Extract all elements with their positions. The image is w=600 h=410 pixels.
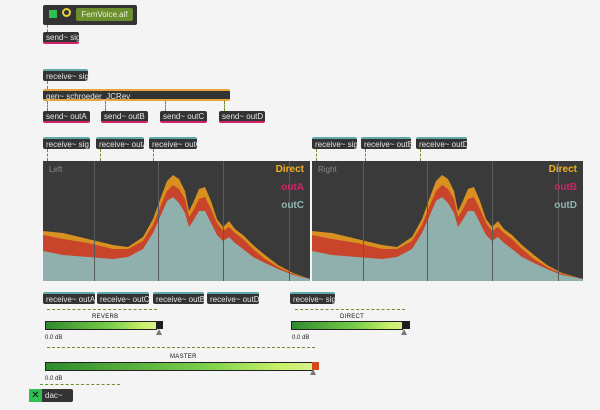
patch-cord xyxy=(47,309,157,310)
receive-outC-object[interactable]: receive~ outC xyxy=(149,137,202,149)
legend-outC: outC xyxy=(281,200,304,211)
scope-corner-label: Left xyxy=(49,165,63,174)
send-outD-object[interactable]: send~ outD xyxy=(219,111,265,123)
legend-outB: outB xyxy=(554,182,577,193)
patch-cord xyxy=(100,149,101,161)
dac-object[interactable]: ✕ dac~ xyxy=(29,389,73,402)
spectrum-outC-area xyxy=(43,197,310,281)
filename-display[interactable]: FemVoice.aif xyxy=(76,8,133,21)
patch-cord xyxy=(47,347,315,348)
direct-gain-slider[interactable] xyxy=(291,321,403,330)
receive-sig-object[interactable]: receive~ sig xyxy=(43,137,90,149)
master-slider-knob[interactable] xyxy=(312,362,319,370)
scope-corner-label: Right xyxy=(318,165,337,174)
legend-outA: outA xyxy=(281,182,304,193)
receive-outA-object[interactable]: receive~ outA xyxy=(43,292,95,304)
patch-cord xyxy=(316,149,317,161)
patch-cord xyxy=(365,149,366,161)
send-outC-object[interactable]: send~ outC xyxy=(160,111,207,123)
receive-outD-object[interactable]: receive~ outD xyxy=(207,292,260,304)
direct-label: DIRECT xyxy=(340,314,365,320)
receive-outB-object[interactable]: receive~ outB xyxy=(153,292,205,304)
reverb-gain-readout: 0.0 dB xyxy=(45,335,63,341)
master-gain-triangle-icon[interactable] xyxy=(310,369,316,375)
patch-cord xyxy=(420,149,421,161)
sfplay-object[interactable]: FemVoice.aif xyxy=(43,5,137,25)
patch-cord xyxy=(153,149,154,161)
patch-cord xyxy=(47,81,48,89)
spectroscope-left[interactable]: Left Direct outA outC xyxy=(43,161,310,281)
reverb-slider-knob[interactable] xyxy=(156,321,163,329)
spectrum-left-plot xyxy=(43,175,310,281)
patch-cord xyxy=(295,309,405,310)
reverb-gain-triangle-icon[interactable] xyxy=(156,329,162,335)
direct-gain-readout: 0.0 dB xyxy=(292,335,310,341)
legend-direct: Direct xyxy=(548,164,577,175)
spectrum-outD-area xyxy=(312,197,583,281)
receive-sig-object[interactable]: receive~ sig xyxy=(43,69,89,81)
legend-outD: outD xyxy=(554,200,577,211)
patch-cord xyxy=(40,384,120,385)
gen-schroeder-object[interactable]: gen~ schroeder_JCRev xyxy=(43,89,230,101)
x-toggle-icon[interactable]: ✕ xyxy=(29,389,42,402)
send-outB-object[interactable]: send~ outB xyxy=(101,111,148,123)
send-outA-object[interactable]: send~ outA xyxy=(43,111,90,123)
master-gain-slider[interactable] xyxy=(45,362,313,371)
patch-cord xyxy=(224,101,225,111)
loop-icon[interactable] xyxy=(62,8,71,17)
legend-direct: Direct xyxy=(275,164,304,175)
play-toggle-icon[interactable] xyxy=(49,10,57,18)
spectrum-right-plot xyxy=(312,175,583,281)
receive-sig-object[interactable]: receive~ sig xyxy=(290,292,336,304)
direct-gain-triangle-icon[interactable] xyxy=(401,329,407,335)
reverb-gain-slider[interactable] xyxy=(45,321,157,330)
direct-slider-knob[interactable] xyxy=(403,321,410,329)
patch-cord xyxy=(47,149,48,161)
master-gain-readout: 0.0 dB xyxy=(45,376,63,382)
patch-cord xyxy=(105,101,106,111)
patch-cord xyxy=(47,25,48,32)
send-sig-object[interactable]: send~ sig xyxy=(43,32,80,44)
receive-outD-object[interactable]: receive~ outD xyxy=(416,137,469,149)
patch-cord xyxy=(165,101,166,111)
reverb-label: REVERB xyxy=(92,314,119,320)
master-label: MASTER xyxy=(170,354,197,360)
receive-outA-object[interactable]: receive~ outA xyxy=(96,137,148,149)
spectroscope-right[interactable]: Right Direct outB outD xyxy=(312,161,583,281)
patch-cord xyxy=(47,101,48,111)
dac-label: dac~ xyxy=(45,391,63,400)
receive-sig-object[interactable]: receive~ sig xyxy=(312,137,358,149)
receive-outB-object[interactable]: receive~ outB xyxy=(361,137,413,149)
receive-outC-object[interactable]: receive~ outC xyxy=(97,292,150,304)
